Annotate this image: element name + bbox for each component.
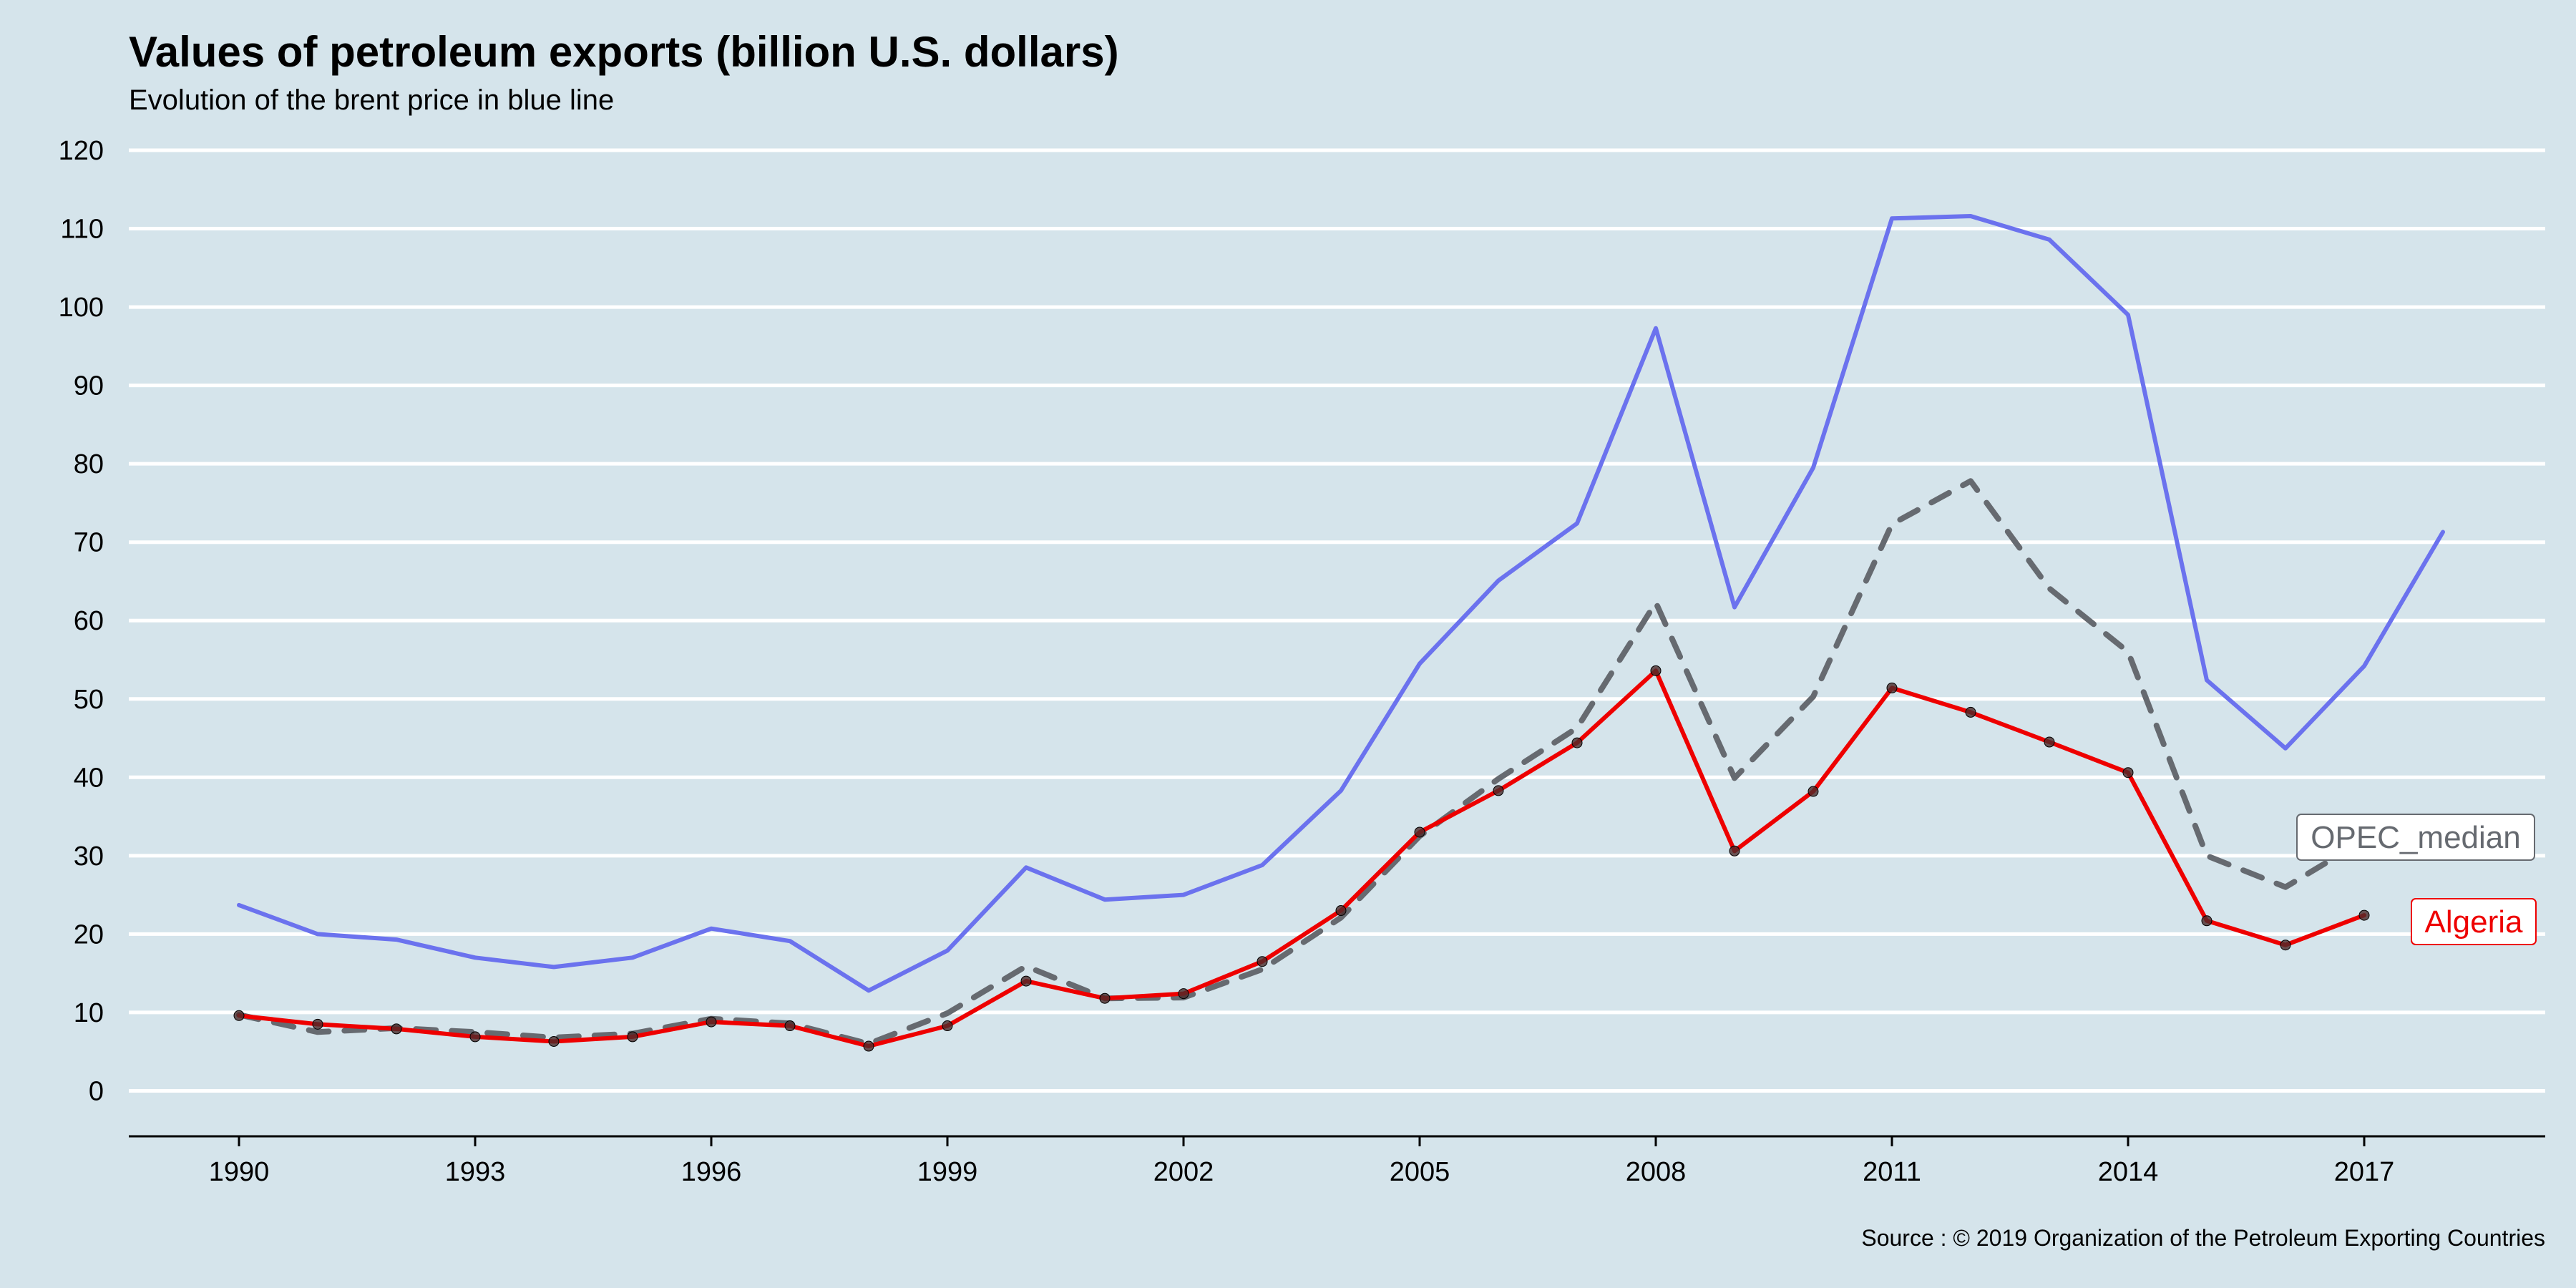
series-line-algeria — [237, 668, 2366, 1048]
end-label-box-opec-median — [2296, 814, 2535, 861]
y-tick-label-70: 70 — [74, 528, 104, 558]
algeria-point-2011 — [1886, 682, 1898, 693]
algeria-point-2010 — [1807, 786, 1819, 797]
algeria-point-2013 — [2044, 736, 2055, 748]
end-label-algeria: Algeria — [2425, 904, 2523, 940]
x-tick-label-1990: 1990 — [209, 1157, 270, 1187]
algeria-point-2001 — [1099, 992, 1111, 1004]
x-tick-label-2002: 2002 — [1153, 1157, 1214, 1187]
algeria-point-1993 — [469, 1031, 481, 1043]
algeria-point-2015 — [2201, 915, 2212, 927]
algeria-point-1999 — [942, 1020, 953, 1032]
algeria-point-2012 — [1965, 706, 1976, 718]
end-label-opec-median: OPEC_median — [2311, 820, 2520, 855]
chart-subtitle: Evolution of the brent price in blue lin… — [129, 84, 615, 116]
algeria-point-2014 — [2122, 767, 2134, 779]
algeria-point-1992 — [391, 1023, 402, 1035]
algeria-point-1995 — [627, 1031, 638, 1043]
y-tick-label-20: 20 — [74, 919, 104, 950]
algeria-point-2006 — [1493, 785, 1504, 796]
algeria-point-1997 — [784, 1020, 796, 1032]
algeria-point-2009 — [1729, 845, 1740, 857]
y-tick-label-0: 0 — [89, 1076, 104, 1106]
algeria-point-2007 — [1571, 737, 1583, 748]
y-tick-label-90: 90 — [74, 371, 104, 401]
x-tick-label-2017: 2017 — [2334, 1157, 2395, 1187]
x-tick-label-2008: 2008 — [1626, 1157, 1687, 1187]
algeria-point-2008 — [1650, 665, 1662, 676]
end-label-box-algeria — [2411, 898, 2537, 945]
algeria-point-2003 — [1257, 956, 1268, 967]
algeria-point-1994 — [548, 1035, 560, 1047]
y-tick-label-40: 40 — [74, 763, 104, 793]
algeria-point-2017 — [2358, 909, 2370, 921]
algeria-point-2016 — [2280, 940, 2291, 951]
algeria-point-2005 — [1414, 826, 1425, 838]
y-tick-label-100: 100 — [59, 293, 104, 323]
y-tick-label-80: 80 — [74, 449, 104, 479]
series-line-opec-median — [236, 478, 2367, 1047]
series-line-brent — [237, 214, 2445, 993]
x-tick-label-2011: 2011 — [1863, 1157, 1921, 1187]
algeria-point-1998 — [863, 1040, 874, 1052]
y-tick-label-50: 50 — [74, 685, 104, 715]
algeria-point-2000 — [1020, 975, 1032, 987]
algeria-point-1990 — [233, 1010, 245, 1021]
x-tick-label-2005: 2005 — [1390, 1157, 1450, 1187]
x-tick-label-1996: 1996 — [681, 1157, 742, 1187]
x-tick-label-1993: 1993 — [445, 1157, 506, 1187]
y-tick-label-10: 10 — [74, 998, 104, 1028]
x-tick-label-1999: 1999 — [917, 1157, 978, 1187]
y-tick-label-30: 30 — [74, 841, 104, 872]
y-tick-label-110: 110 — [60, 215, 104, 245]
chart-caption: Source : © 2019 Organization of the Petr… — [1861, 1225, 2545, 1251]
algeria-point-1991 — [312, 1018, 323, 1030]
chart-title: Values of petroleum exports (billion U.S… — [129, 28, 1119, 76]
x-tick-label-2014: 2014 — [2098, 1157, 2159, 1187]
algeria-point-2002 — [1178, 988, 1189, 1000]
algeria-point-1996 — [706, 1016, 717, 1028]
algeria-point-2004 — [1335, 905, 1347, 917]
y-tick-label-60: 60 — [74, 606, 104, 636]
y-tick-label-120: 120 — [59, 136, 104, 166]
